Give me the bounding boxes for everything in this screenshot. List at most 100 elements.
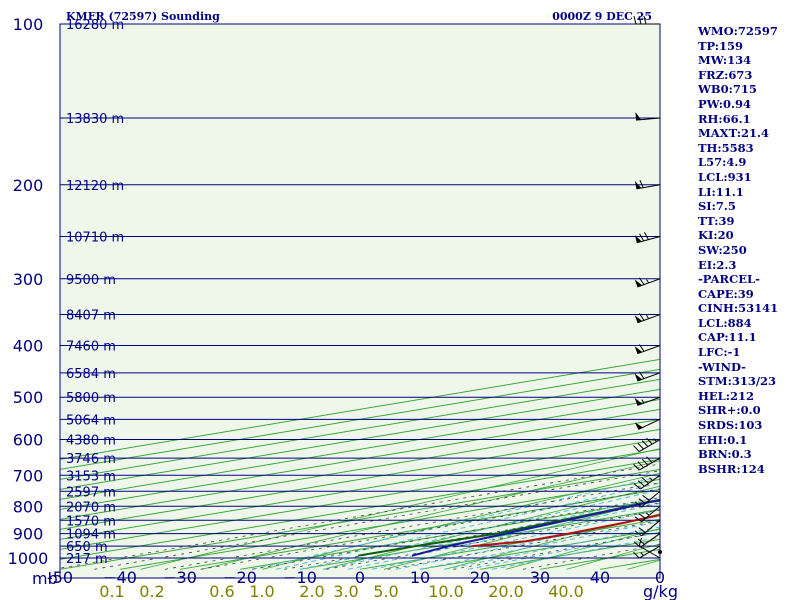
height-label: 8407 m	[66, 309, 116, 324]
wind-barb-flag	[634, 181, 642, 189]
wind-barb-feather	[639, 233, 645, 242]
wind-barb	[633, 533, 661, 548]
wind-barb-feather	[633, 463, 640, 471]
wind-barb	[634, 277, 661, 288]
wind-barb-feather	[642, 495, 650, 501]
pressure-tick-label: 700	[13, 466, 44, 485]
height-label: 16280 m	[66, 18, 124, 33]
temperature-tick-label: 0	[355, 568, 365, 587]
plot-border	[59, 23, 661, 579]
sounding-traces	[357, 498, 660, 557]
wind-barb-flag	[634, 279, 643, 287]
wind-barb-half-feather	[641, 399, 645, 404]
mixing-ratio-line	[326, 509, 660, 570]
height-labels: 16280 m 13830 m 12120 m 10710 m 9500 m 8407 m…	[66, 18, 124, 567]
dry-adiabat-line	[323, 485, 660, 570]
pressure-labels: 100 200 300 400 500 600 700 800 900 1000	[8, 15, 49, 568]
wind-barb	[634, 490, 661, 508]
mixing-ratio-tick-label: 10.0	[428, 582, 464, 600]
index-item: CINH:53141	[698, 301, 779, 316]
isotherm-line	[60, 388, 660, 490]
height-label: 6584 m	[66, 367, 116, 382]
wind-barb-feather	[634, 501, 642, 508]
height-label: 7460 m	[66, 340, 116, 355]
wind-barb-feather	[643, 15, 647, 25]
index-item: TT:39	[698, 213, 735, 228]
temperature-tick-label: −40	[103, 568, 137, 587]
dry-adiabat-line	[383, 499, 660, 570]
wind-barb-flag	[634, 373, 643, 382]
index-item: FRZ:673	[698, 67, 753, 82]
isotherm-line	[60, 398, 660, 500]
height-label: 5800 m	[66, 391, 116, 406]
dry-adiabat-line	[140, 448, 660, 570]
wind-barb-feather	[638, 537, 642, 547]
mixing-ratio-line	[252, 497, 660, 570]
index-item: LCL:884	[698, 315, 752, 330]
wind-barb-staff	[638, 545, 661, 559]
wind-barb-staff	[636, 236, 661, 244]
wind-barb	[634, 418, 661, 430]
pressure-tick-label: 200	[13, 176, 44, 195]
temperature-labels: -50 −40 −30 −20 −10 0 10 20 30 40 0	[47, 568, 665, 587]
wind-barb-flag	[634, 397, 643, 406]
sounding-time: 0000Z 9 DEC 25	[552, 10, 652, 23]
index-item: SRDS:103	[698, 418, 763, 433]
index-item: TP:159	[698, 38, 744, 53]
index-item: EHI:0.1	[698, 432, 748, 447]
mixing-ratio-unit: g/kg	[643, 582, 678, 600]
index-item: CAPE:39	[698, 286, 754, 301]
wind-barb-flag	[634, 315, 643, 323]
mixing-ratio-tick-label: 20.0	[488, 582, 524, 600]
height-label: 12120 m	[66, 179, 124, 194]
index-item: WB0:715	[698, 82, 757, 97]
wind-barb-feather	[633, 445, 640, 452]
wind-barb-staff	[641, 519, 661, 537]
wind-barbs	[633, 15, 662, 559]
wind-barb	[633, 15, 660, 25]
wind-barb	[634, 505, 661, 523]
index-item: MAXT:21.4	[698, 126, 769, 141]
pressure-tick-label: 600	[13, 431, 44, 450]
index-item: HEL:212	[698, 388, 754, 403]
isobars	[60, 24, 660, 559]
wind-barb-staff	[640, 533, 661, 548]
wind-barb-feather	[638, 498, 646, 504]
index-item: SW:250	[698, 242, 747, 257]
height-label: 5064 m	[66, 413, 116, 428]
wind-barb-feather	[637, 442, 644, 450]
wind-barb	[633, 456, 661, 471]
wind-barb-staff	[636, 117, 661, 121]
mixing-ratio-tick-label: 1.0	[249, 582, 274, 600]
station-marker	[658, 550, 662, 554]
isotherm-line	[60, 428, 660, 530]
wind-barb-half-feather	[645, 512, 650, 516]
index-item: -PARCEL-	[698, 272, 760, 287]
wind-barb	[634, 179, 661, 190]
parcel-path-trace	[411, 498, 660, 557]
temperature-tick-label: -50	[47, 568, 73, 587]
height-label: 13830 m	[66, 112, 124, 127]
wind-barb-staff	[637, 314, 661, 324]
wind-barb	[634, 371, 661, 382]
isotherm-line	[60, 448, 660, 550]
wind-barb-feather	[633, 15, 637, 25]
temperature-tick-label: 10	[410, 568, 430, 587]
temperature-tick-label: 0	[655, 568, 665, 587]
wind-barb-feather	[638, 344, 645, 352]
height-label: 217 m	[66, 552, 108, 567]
dry-adiabats	[140, 448, 660, 570]
index-item: SI:7.5	[698, 199, 736, 214]
isotherm-line	[60, 458, 660, 560]
index-item: WMO:72597	[698, 24, 778, 38]
height-label: 4380 m	[66, 434, 116, 449]
mixing-ratio-tick-label: 0.6	[209, 582, 234, 600]
chart-title: KMFR (72597) Sounding	[66, 10, 220, 23]
isotherm-line	[60, 408, 660, 510]
isotherm-line	[60, 438, 660, 540]
isotherm-line	[60, 468, 660, 570]
wind-barb-feather	[637, 461, 644, 468]
wind-barb-flag	[634, 422, 643, 430]
dry-adiabat-line	[262, 472, 660, 570]
